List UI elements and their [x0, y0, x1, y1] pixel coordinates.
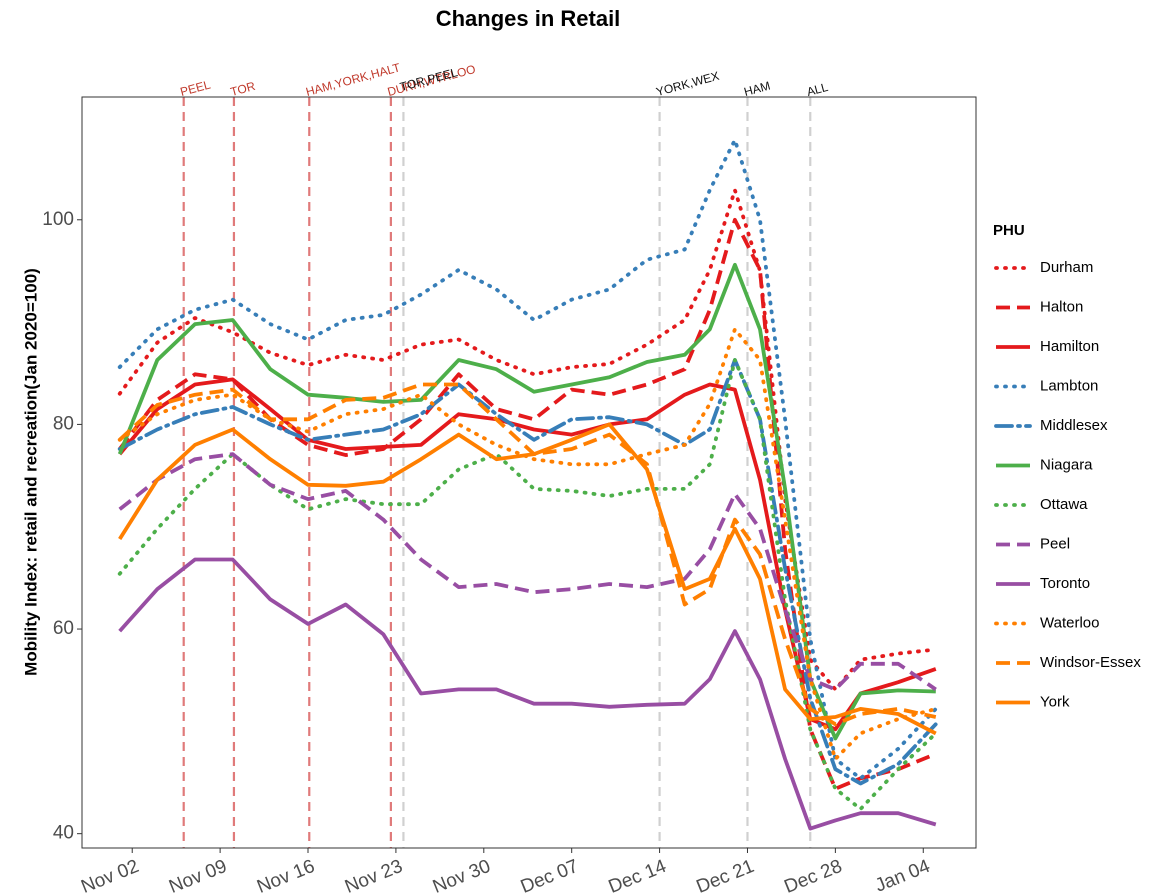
legend-label: York — [1040, 693, 1070, 710]
reference-label: ALL — [805, 80, 830, 99]
legend-label: Peel — [1040, 535, 1070, 552]
legend-label: Durham — [1040, 259, 1093, 276]
series-line — [118, 557, 937, 831]
y-axis-title: Mobility Index: retail and recreation(Ja… — [21, 268, 40, 676]
legend-label: Toronto — [1040, 575, 1090, 592]
legend-label: Niagara — [1040, 456, 1093, 473]
chart-title: Changes in Retail — [436, 6, 621, 31]
legend-label: Hamilton — [1040, 338, 1099, 355]
reference-label: TOR — [229, 79, 257, 99]
series-line — [117, 188, 938, 692]
plot-border — [81, 96, 977, 849]
legend-label: Middlesex — [1040, 417, 1108, 434]
y-tick-label: 100 — [42, 209, 74, 230]
series-line — [118, 452, 937, 692]
series-line — [117, 327, 938, 761]
series-line — [117, 138, 938, 781]
series-line — [118, 422, 937, 736]
y-tick-label: 60 — [53, 618, 74, 639]
reference-label: HAM — [742, 79, 771, 99]
y-tick-label: 40 — [53, 823, 74, 844]
legend-label: Ottawa — [1040, 496, 1088, 513]
legend-label: Lambton — [1040, 377, 1098, 394]
legend-label: Halton — [1040, 298, 1083, 315]
plot-area — [82, 97, 976, 848]
series-line — [117, 358, 938, 811]
legend-label: Waterloo — [1040, 614, 1099, 631]
series-line — [117, 358, 938, 786]
legend-title: PHU — [993, 222, 1025, 239]
y-tick-label: 80 — [53, 413, 74, 434]
legend-label: Windsor-Essex — [1040, 654, 1141, 671]
series-line — [118, 382, 937, 727]
